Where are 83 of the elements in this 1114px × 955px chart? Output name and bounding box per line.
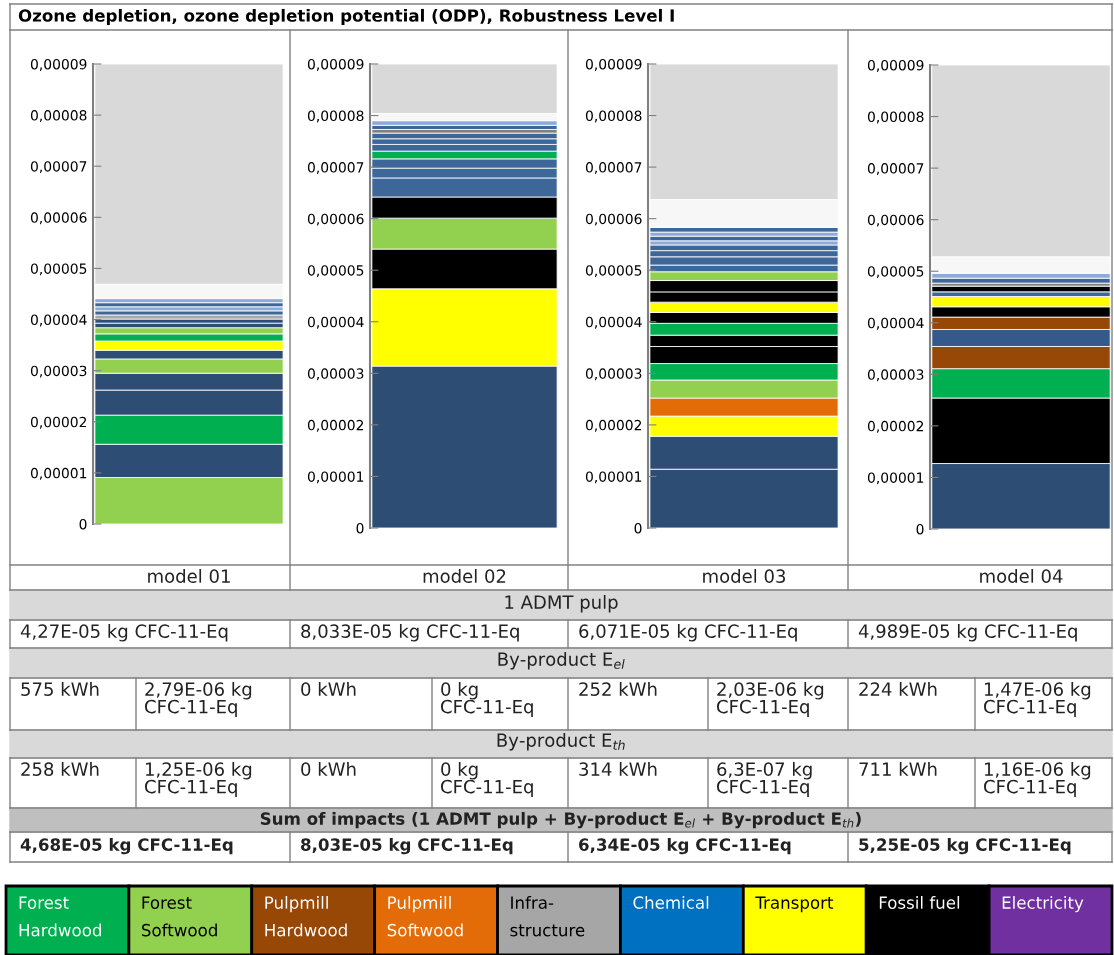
y-tick-label: 0,00002 — [30, 416, 87, 429]
category-label: Fossil fuel — [879, 896, 960, 909]
x-tick-label: model 01 — [148, 569, 230, 583]
text: 258 kWh — [21, 762, 99, 776]
y-tick-label: 0,00005 — [30, 263, 87, 276]
y-tick-label: 0,00006 — [867, 214, 924, 227]
text: Sum of impacts (1 ADMT pulp + By-product E$_{el}$ + By-product E$_{th}$) — [260, 812, 861, 829]
category-label: Pulpmill Softwood — [387, 896, 463, 937]
y-tick-label: 0,00007 — [307, 162, 364, 174]
text: By-product E$_{el}$ — [498, 652, 625, 670]
y-tick-label: 0,00009 — [867, 59, 924, 72]
y-tick-label: 0,00003 — [867, 369, 924, 382]
text: 8,033E-05 kg CFC-11-Eq — [301, 624, 519, 642]
text: 6,3E-07 kg CFC-11-Eq — [717, 762, 812, 797]
y-tick-label: 0,00002 — [585, 419, 642, 432]
y-tick-label: 0,00007 — [585, 162, 642, 174]
text: 314 kWh — [579, 762, 657, 776]
text: 4,68E-05 kg CFC-11-Eq — [20, 838, 233, 855]
text: 1 ADMT pulp — [505, 595, 618, 613]
text: 0 kWh — [301, 682, 356, 696]
category-label: Infra-structure — [510, 896, 585, 937]
y-tick-label: 0,00004 — [867, 317, 924, 330]
y-tick-label: 0,00008 — [867, 111, 924, 124]
category-label: Electricity — [1002, 896, 1084, 913]
y-tick-label: 0,00005 — [585, 265, 642, 278]
y-tick-label: 0,00007 — [867, 163, 924, 175]
y-tick-label: 0,00005 — [867, 266, 924, 279]
y-tick-label: 0,00008 — [307, 110, 364, 123]
y-tick-label: 0,00002 — [307, 419, 364, 432]
y-tick-label: 0,00006 — [585, 213, 642, 226]
category-label: Forest Softwood — [141, 896, 217, 937]
y-tick-label: 0,00006 — [307, 213, 364, 226]
text: 5,25E-05 kg CFC-11-Eq — [859, 838, 1071, 855]
text: 711 kWh — [859, 762, 937, 776]
category-label: Chemical — [633, 896, 709, 909]
y-tick-label: 0 — [916, 523, 924, 535]
y-tick-label: 0,00009 — [30, 58, 87, 71]
text: Ozone depletion, ozone depletion potential (ODP), Robustness Level I — [18, 8, 674, 26]
text: By-product E$_{th}$ — [497, 733, 625, 751]
y-tick-label: 0,00008 — [30, 110, 87, 122]
text: 0 kg CFC-11-Eq — [441, 682, 533, 717]
text: 252 kWh — [579, 682, 657, 696]
text: 8,03E-05 kg CFC-11-Eq — [301, 838, 513, 855]
text: 6,071E-05 kg CFC-11-Eq — [579, 624, 797, 642]
y-tick-label: 0,00003 — [585, 368, 642, 381]
y-tick-label: 0,00006 — [30, 212, 87, 225]
y-tick-label: 0,00007 — [30, 161, 87, 174]
category-label: Forest Hardwood — [19, 896, 101, 937]
text: 0 kWh — [301, 762, 356, 776]
y-tick-label: 0 — [356, 522, 364, 534]
bar — [94, 306, 284, 312]
text: 2,79E-06 kg CFC-11-Eq — [145, 682, 252, 717]
text: 4,27E-05 kg CFC-11-Eq — [20, 624, 228, 642]
text: 1,47E-06 kg CFC-11-Eq — [984, 682, 1091, 717]
category-label: Transport — [755, 896, 834, 913]
text: 2,03E-06 kg CFC-11-Eq — [717, 682, 824, 717]
y-tick-label: 0,00009 — [585, 58, 642, 71]
y-tick-label: 0,00001 — [30, 467, 87, 480]
y-tick-label: 0,00003 — [30, 365, 87, 378]
category-label: Pulpmill Hardwood — [265, 896, 347, 937]
y-tick-label: 0,00004 — [585, 316, 642, 329]
y-tick-label: 0,00008 — [585, 110, 642, 123]
x-tick-label: model 02 — [423, 569, 506, 583]
y-tick-label: 0,00001 — [867, 472, 924, 485]
y-tick-label: 0,00009 — [307, 58, 364, 71]
text: 575 kWh — [21, 682, 99, 696]
text: 1,25E-06 kg CFC-11-Eq — [145, 762, 252, 797]
y-tick-label: 0,00003 — [307, 368, 364, 381]
text: 224 kWh — [859, 682, 937, 696]
y-tick-label: 0,00005 — [307, 265, 364, 278]
y-tick-label: 0,00002 — [867, 420, 924, 433]
y-tick-label: 0 — [79, 518, 87, 530]
y-tick-label: 0,00004 — [307, 316, 364, 329]
x-tick-label: model 03 — [703, 569, 786, 583]
text: 6,34E-05 kg CFC-11-Eq — [579, 838, 791, 855]
x-tick-label: model 04 — [980, 569, 1063, 583]
y-tick-label: 0,00001 — [307, 471, 364, 484]
y-tick-label: 0,00001 — [585, 471, 642, 484]
text: 1,16E-06 kg CFC-11-Eq — [984, 762, 1091, 797]
y-tick-label: 0 — [634, 522, 642, 534]
y-tick-label: 0,00004 — [30, 314, 87, 327]
text: 4,989E-05 kg CFC-11-Eq — [858, 624, 1077, 642]
text: 0 kg CFC-11-Eq — [441, 762, 533, 797]
